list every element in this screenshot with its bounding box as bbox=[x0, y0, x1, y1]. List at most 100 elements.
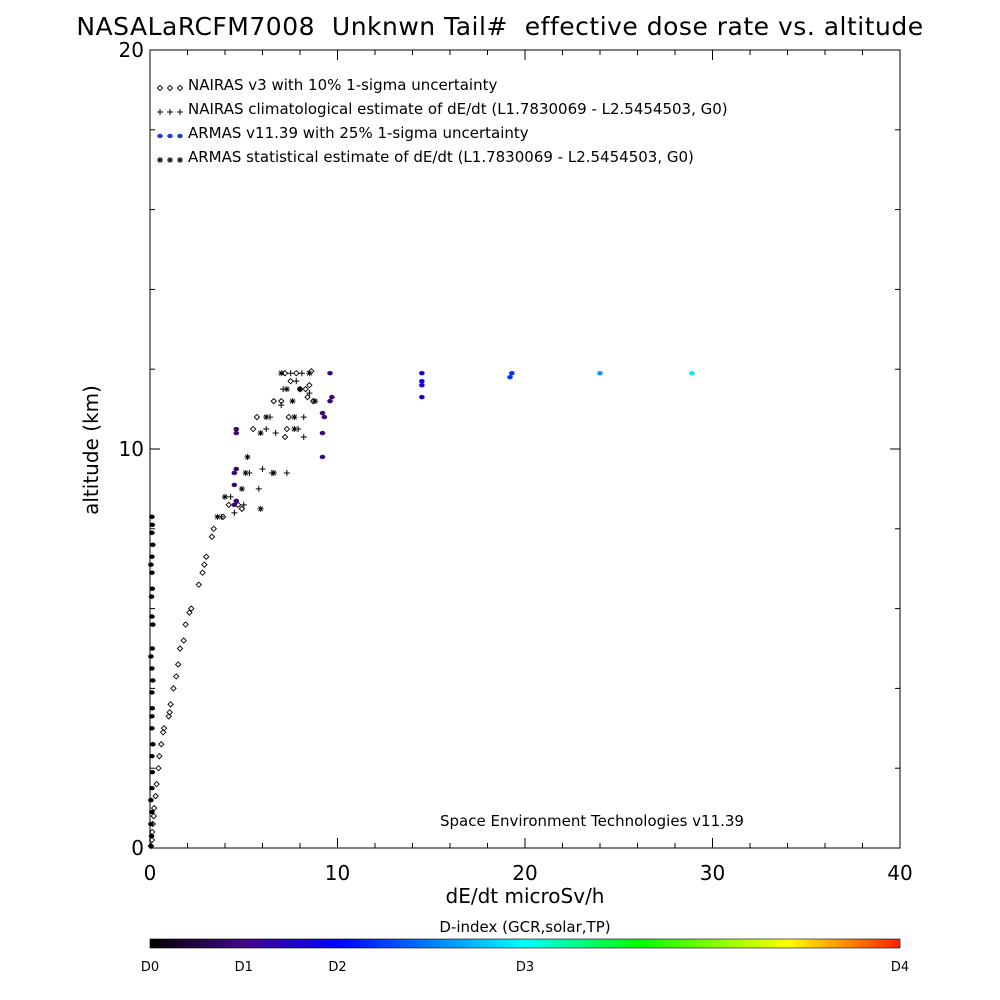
dot-point bbox=[319, 454, 326, 460]
dot-point bbox=[149, 586, 156, 591]
dot-point bbox=[149, 726, 155, 731]
diamond-point bbox=[170, 685, 177, 692]
dot-point bbox=[150, 678, 156, 683]
diamond-point bbox=[270, 397, 277, 405]
diamond-point bbox=[165, 713, 172, 720]
asterisk-point bbox=[214, 513, 221, 520]
series-4 bbox=[214, 370, 318, 520]
asterisk-point bbox=[278, 370, 285, 377]
diamond-point bbox=[293, 369, 300, 377]
asterisk-point bbox=[270, 469, 277, 476]
dot-point bbox=[319, 430, 326, 436]
x-tick-label: 40 bbox=[887, 861, 912, 885]
diamond-point bbox=[160, 725, 168, 732]
colorbar-tick-label: D1 bbox=[235, 960, 253, 975]
axis-ticks bbox=[149, 49, 901, 849]
dot-point bbox=[148, 562, 154, 567]
x-tick-label: 20 bbox=[512, 861, 537, 885]
asterisk-point bbox=[291, 426, 298, 433]
diamond-point bbox=[182, 621, 189, 628]
dot-point bbox=[233, 430, 240, 436]
x-axis-label: dE/dt microSv/h bbox=[446, 884, 605, 908]
legend-marker bbox=[167, 157, 173, 163]
colorbar bbox=[149, 938, 901, 949]
asterisk-point bbox=[283, 386, 290, 393]
asterisk-point bbox=[257, 505, 264, 512]
dot-point bbox=[149, 754, 155, 759]
dot-point bbox=[509, 370, 515, 376]
plus-point bbox=[227, 493, 234, 500]
dot-point bbox=[233, 466, 240, 472]
diamond-point bbox=[158, 741, 165, 748]
data-points bbox=[147, 367, 695, 850]
asterisk-point bbox=[297, 386, 303, 393]
plus-point bbox=[259, 465, 266, 472]
diamond-point bbox=[238, 505, 246, 513]
legend-marker bbox=[177, 157, 183, 163]
dot-point bbox=[149, 646, 156, 651]
diamond-point bbox=[281, 369, 289, 377]
dot-point bbox=[148, 594, 155, 599]
dot-point bbox=[148, 654, 154, 659]
asterisk-point bbox=[222, 493, 228, 500]
dot-point bbox=[597, 370, 603, 376]
colorbar-tick-label: D3 bbox=[516, 960, 534, 975]
dot-point bbox=[148, 843, 154, 849]
diamond-point bbox=[153, 780, 160, 788]
diamond-point bbox=[159, 729, 167, 736]
diamond-point bbox=[304, 393, 311, 401]
plus-point bbox=[240, 501, 247, 508]
dot-point bbox=[689, 370, 695, 376]
dot-point bbox=[507, 374, 513, 380]
diamond-point bbox=[188, 605, 195, 612]
dot-point bbox=[231, 470, 238, 476]
plus-point bbox=[283, 469, 290, 476]
asterisk-point bbox=[306, 370, 313, 377]
plus-point bbox=[231, 509, 238, 516]
legend-marker bbox=[176, 84, 184, 92]
diamond-point bbox=[210, 525, 217, 533]
dot-point bbox=[149, 522, 156, 528]
diamond-point bbox=[152, 792, 159, 800]
dot-point bbox=[231, 502, 238, 508]
y-axis-label: altitude (km) bbox=[79, 385, 103, 515]
dot-point bbox=[149, 530, 155, 535]
dot-point bbox=[150, 742, 156, 747]
dot-point bbox=[149, 690, 155, 695]
plus-point bbox=[278, 402, 285, 409]
diamond-point bbox=[173, 673, 180, 680]
diamond-point bbox=[176, 645, 184, 652]
diamond-point bbox=[167, 701, 174, 708]
plus-point bbox=[263, 426, 270, 433]
legend-item: ARMAS v11.39 with 25% 1-sigma uncertaint… bbox=[188, 124, 529, 142]
diamond-point bbox=[155, 764, 162, 772]
dot-point bbox=[149, 570, 155, 575]
dot-point bbox=[231, 482, 238, 488]
chart-title: NASALaRCFM7008 Unknwn Tail# effective do… bbox=[76, 12, 924, 41]
diamond-point bbox=[166, 709, 173, 716]
x-tick-label: 30 bbox=[700, 861, 725, 885]
diamond-point bbox=[150, 804, 158, 812]
x-tick-label: 10 bbox=[325, 861, 350, 885]
diamond-point bbox=[186, 609, 193, 616]
y-tick-label: 10 bbox=[119, 437, 144, 461]
diamond-point bbox=[148, 836, 156, 844]
dot-point bbox=[150, 622, 156, 627]
dot-point bbox=[319, 410, 326, 416]
plus-point bbox=[300, 414, 307, 421]
dot-point bbox=[148, 797, 154, 803]
asterisk-point bbox=[257, 430, 264, 437]
asterisk-point bbox=[238, 485, 245, 492]
diamond-point bbox=[285, 413, 292, 421]
colorbar-ticks: D0 D1 D2 D3 D4 bbox=[141, 960, 909, 975]
plus-point bbox=[300, 434, 307, 441]
plus-point bbox=[255, 485, 262, 492]
asterisk-point bbox=[263, 414, 270, 421]
dot-point bbox=[149, 554, 155, 559]
diamond-point bbox=[283, 425, 291, 433]
dot-point bbox=[327, 370, 333, 376]
legend-marker bbox=[156, 84, 164, 92]
dot-point bbox=[329, 394, 335, 400]
diamond-point bbox=[208, 533, 216, 541]
colorbar-tick-label: D0 bbox=[141, 960, 159, 975]
